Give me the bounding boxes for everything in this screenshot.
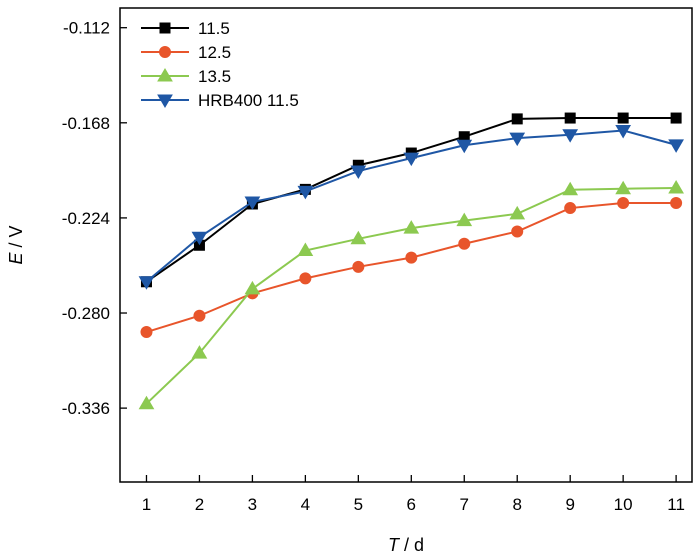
x-tick-label: 6 <box>407 495 416 514</box>
data-point <box>244 280 261 295</box>
data-point <box>617 196 630 209</box>
series-2 <box>140 196 683 339</box>
y-tick-label: -0.224 <box>62 209 110 228</box>
x-tick-label: 9 <box>565 495 574 514</box>
data-point <box>509 205 526 220</box>
data-point <box>562 129 579 143</box>
data-point <box>299 272 312 285</box>
data-point <box>511 225 524 238</box>
plot-frame <box>119 7 693 483</box>
data-point <box>617 112 629 124</box>
x-tick-label: 4 <box>301 495 310 514</box>
legend-item: HRB400 11.5 <box>141 91 299 110</box>
data-point <box>193 309 206 322</box>
legend-label: 11.5 <box>198 19 230 38</box>
x-tick-label: 3 <box>248 495 257 514</box>
legend-marker <box>159 22 171 34</box>
legend-label: 13.5 <box>198 67 231 86</box>
y-tick-label: -0.168 <box>62 114 110 133</box>
y-axis: -0.112 -0.168 -0.224 -0.280 -0.336 <box>62 19 127 418</box>
x-tick-label: 11 <box>667 495 685 514</box>
data-point <box>405 251 418 264</box>
data-point <box>458 237 471 250</box>
data-point <box>403 220 420 234</box>
legend-marker <box>157 94 173 108</box>
data-point <box>191 345 208 359</box>
data-point <box>615 124 632 139</box>
x-tick-label: 8 <box>512 495 521 514</box>
data-point <box>138 276 155 290</box>
x-tick-label: 5 <box>354 495 363 514</box>
y-tick-label: -0.280 <box>62 304 110 323</box>
data-point <box>350 230 367 245</box>
data-point <box>138 395 155 410</box>
series-layer <box>138 112 684 410</box>
legend-marker <box>157 68 173 82</box>
series-4 <box>138 124 684 290</box>
data-point <box>297 242 314 257</box>
data-point <box>668 180 684 194</box>
data-point <box>403 152 420 167</box>
legend: 11.5 12.5 13.5 HRB400 11.5 <box>141 19 299 110</box>
data-point <box>352 260 365 273</box>
data-point <box>670 196 683 209</box>
data-point <box>615 180 632 195</box>
x-tick-label: 10 <box>614 495 633 514</box>
y-axis-title: E / V <box>6 225 26 264</box>
x-tick-label: 7 <box>460 495 469 514</box>
data-point <box>456 139 473 154</box>
y-tick-label: -0.112 <box>63 19 110 38</box>
y-tick-label: -0.336 <box>62 399 110 418</box>
data-point <box>297 185 314 200</box>
data-point <box>350 165 367 180</box>
x-axis: 1 2 3 4 5 6 7 8 9 10 11 <box>142 475 685 514</box>
x-tick-label: 2 <box>195 495 204 514</box>
legend-item: 13.5 <box>141 67 231 86</box>
legend-label: 12.5 <box>198 43 231 62</box>
legend-label: HRB400 11.5 <box>198 91 299 110</box>
legend-marker <box>159 46 171 58</box>
data-point <box>456 212 473 227</box>
data-point <box>564 202 577 215</box>
data-point <box>244 196 261 210</box>
data-point <box>562 181 579 196</box>
data-point <box>191 231 208 246</box>
data-point <box>670 112 682 124</box>
data-point <box>511 113 523 125</box>
data-point <box>140 326 153 339</box>
data-point <box>509 132 526 147</box>
data-point <box>564 112 576 124</box>
series-3 <box>138 180 684 410</box>
x-axis-title: T / d <box>388 535 424 555</box>
legend-item: 12.5 <box>141 43 231 62</box>
data-point <box>668 139 684 153</box>
x-tick-label: 1 <box>142 495 151 514</box>
legend-item: 11.5 <box>141 19 230 38</box>
